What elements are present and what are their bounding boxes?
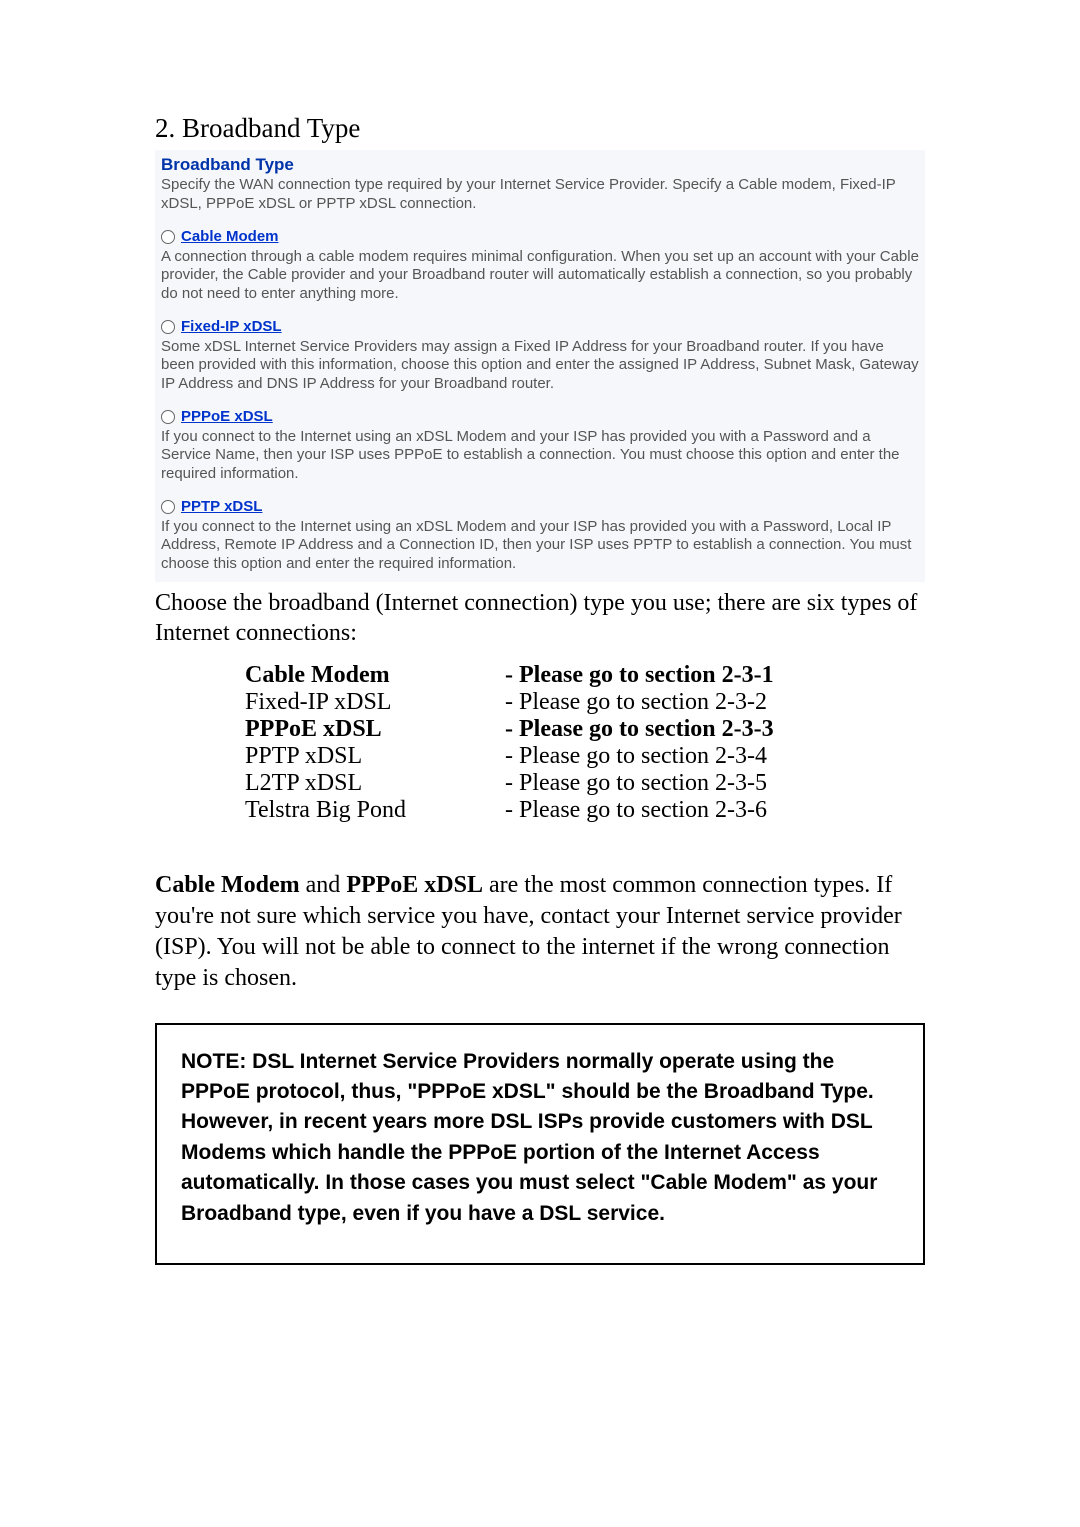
broadband-type-panel: Broadband Type Specify the WAN connectio…: [155, 150, 925, 582]
connection-row: PPPoE xDSL- Please go to section 2-3-3: [245, 716, 925, 743]
connection-name: PPPoE xDSL: [245, 716, 505, 743]
connection-row: Cable Modem- Please go to section 2-3-1: [245, 662, 925, 689]
option-link-pppoe-xdsl[interactable]: PPPoE xDSL: [181, 408, 273, 427]
connection-section-ref: - Please go to section 2-3-1: [505, 662, 774, 689]
connection-section-ref: - Please go to section 2-3-2: [505, 689, 767, 716]
option-pppoe-xdsl: PPPoE xDSL If you connect to the Interne…: [161, 408, 919, 484]
panel-title: Broadband Type: [161, 154, 919, 175]
option-desc: If you connect to the Internet using an …: [161, 518, 919, 574]
radio-icon[interactable]: [161, 500, 175, 514]
note-box: NOTE: DSL Internet Service Providers nor…: [155, 1023, 925, 1266]
option-desc: If you connect to the Internet using an …: [161, 428, 919, 484]
radio-icon[interactable]: [161, 230, 175, 244]
intro-paragraph: Choose the broadband (Internet connectio…: [155, 588, 925, 648]
connection-type-list: Cable Modem- Please go to section 2-3-1F…: [245, 662, 925, 824]
bold-cable-modem: Cable Modem: [155, 872, 300, 898]
connection-section-ref: - Please go to section 2-3-4: [505, 743, 767, 770]
connection-section-ref: - Please go to section 2-3-5: [505, 770, 767, 797]
connection-name: Cable Modem: [245, 662, 505, 689]
connection-name: L2TP xDSL: [245, 770, 505, 797]
option-desc: Some xDSL Internet Service Providers may…: [161, 338, 919, 394]
connection-section-ref: - Please go to section 2-3-6: [505, 797, 767, 824]
radio-icon[interactable]: [161, 320, 175, 334]
radio-icon[interactable]: [161, 410, 175, 424]
option-desc: A connection through a cable modem requi…: [161, 248, 919, 304]
connection-row: L2TP xDSL- Please go to section 2-3-5: [245, 770, 925, 797]
connection-section-ref: - Please go to section 2-3-3: [505, 716, 774, 743]
common-types-paragraph: Cable Modem and PPPoE xDSL are the most …: [155, 870, 925, 995]
section-heading: 2. Broadband Type: [155, 113, 925, 144]
option-link-fixed-ip-xdsl[interactable]: Fixed-IP xDSL: [181, 318, 282, 337]
panel-description: Specify the WAN connection type required…: [161, 176, 919, 214]
text-and: and: [300, 872, 347, 898]
connection-row: Telstra Big Pond- Please go to section 2…: [245, 797, 925, 824]
option-fixed-ip-xdsl: Fixed-IP xDSL Some xDSL Internet Service…: [161, 318, 919, 394]
bold-pppoe-xdsl: PPPoE xDSL: [346, 872, 483, 898]
option-pptp-xdsl: PPTP xDSL If you connect to the Internet…: [161, 498, 919, 574]
connection-row: Fixed-IP xDSL- Please go to section 2-3-…: [245, 689, 925, 716]
connection-name: Telstra Big Pond: [245, 797, 505, 824]
connection-name: Fixed-IP xDSL: [245, 689, 505, 716]
connection-row: PPTP xDSL- Please go to section 2-3-4: [245, 743, 925, 770]
connection-name: PPTP xDSL: [245, 743, 505, 770]
page: 2. Broadband Type Broadband Type Specify…: [0, 0, 1080, 1385]
option-cable-modem: Cable Modem A connection through a cable…: [161, 228, 919, 304]
option-link-cable-modem[interactable]: Cable Modem: [181, 228, 279, 247]
option-link-pptp-xdsl[interactable]: PPTP xDSL: [181, 498, 262, 517]
